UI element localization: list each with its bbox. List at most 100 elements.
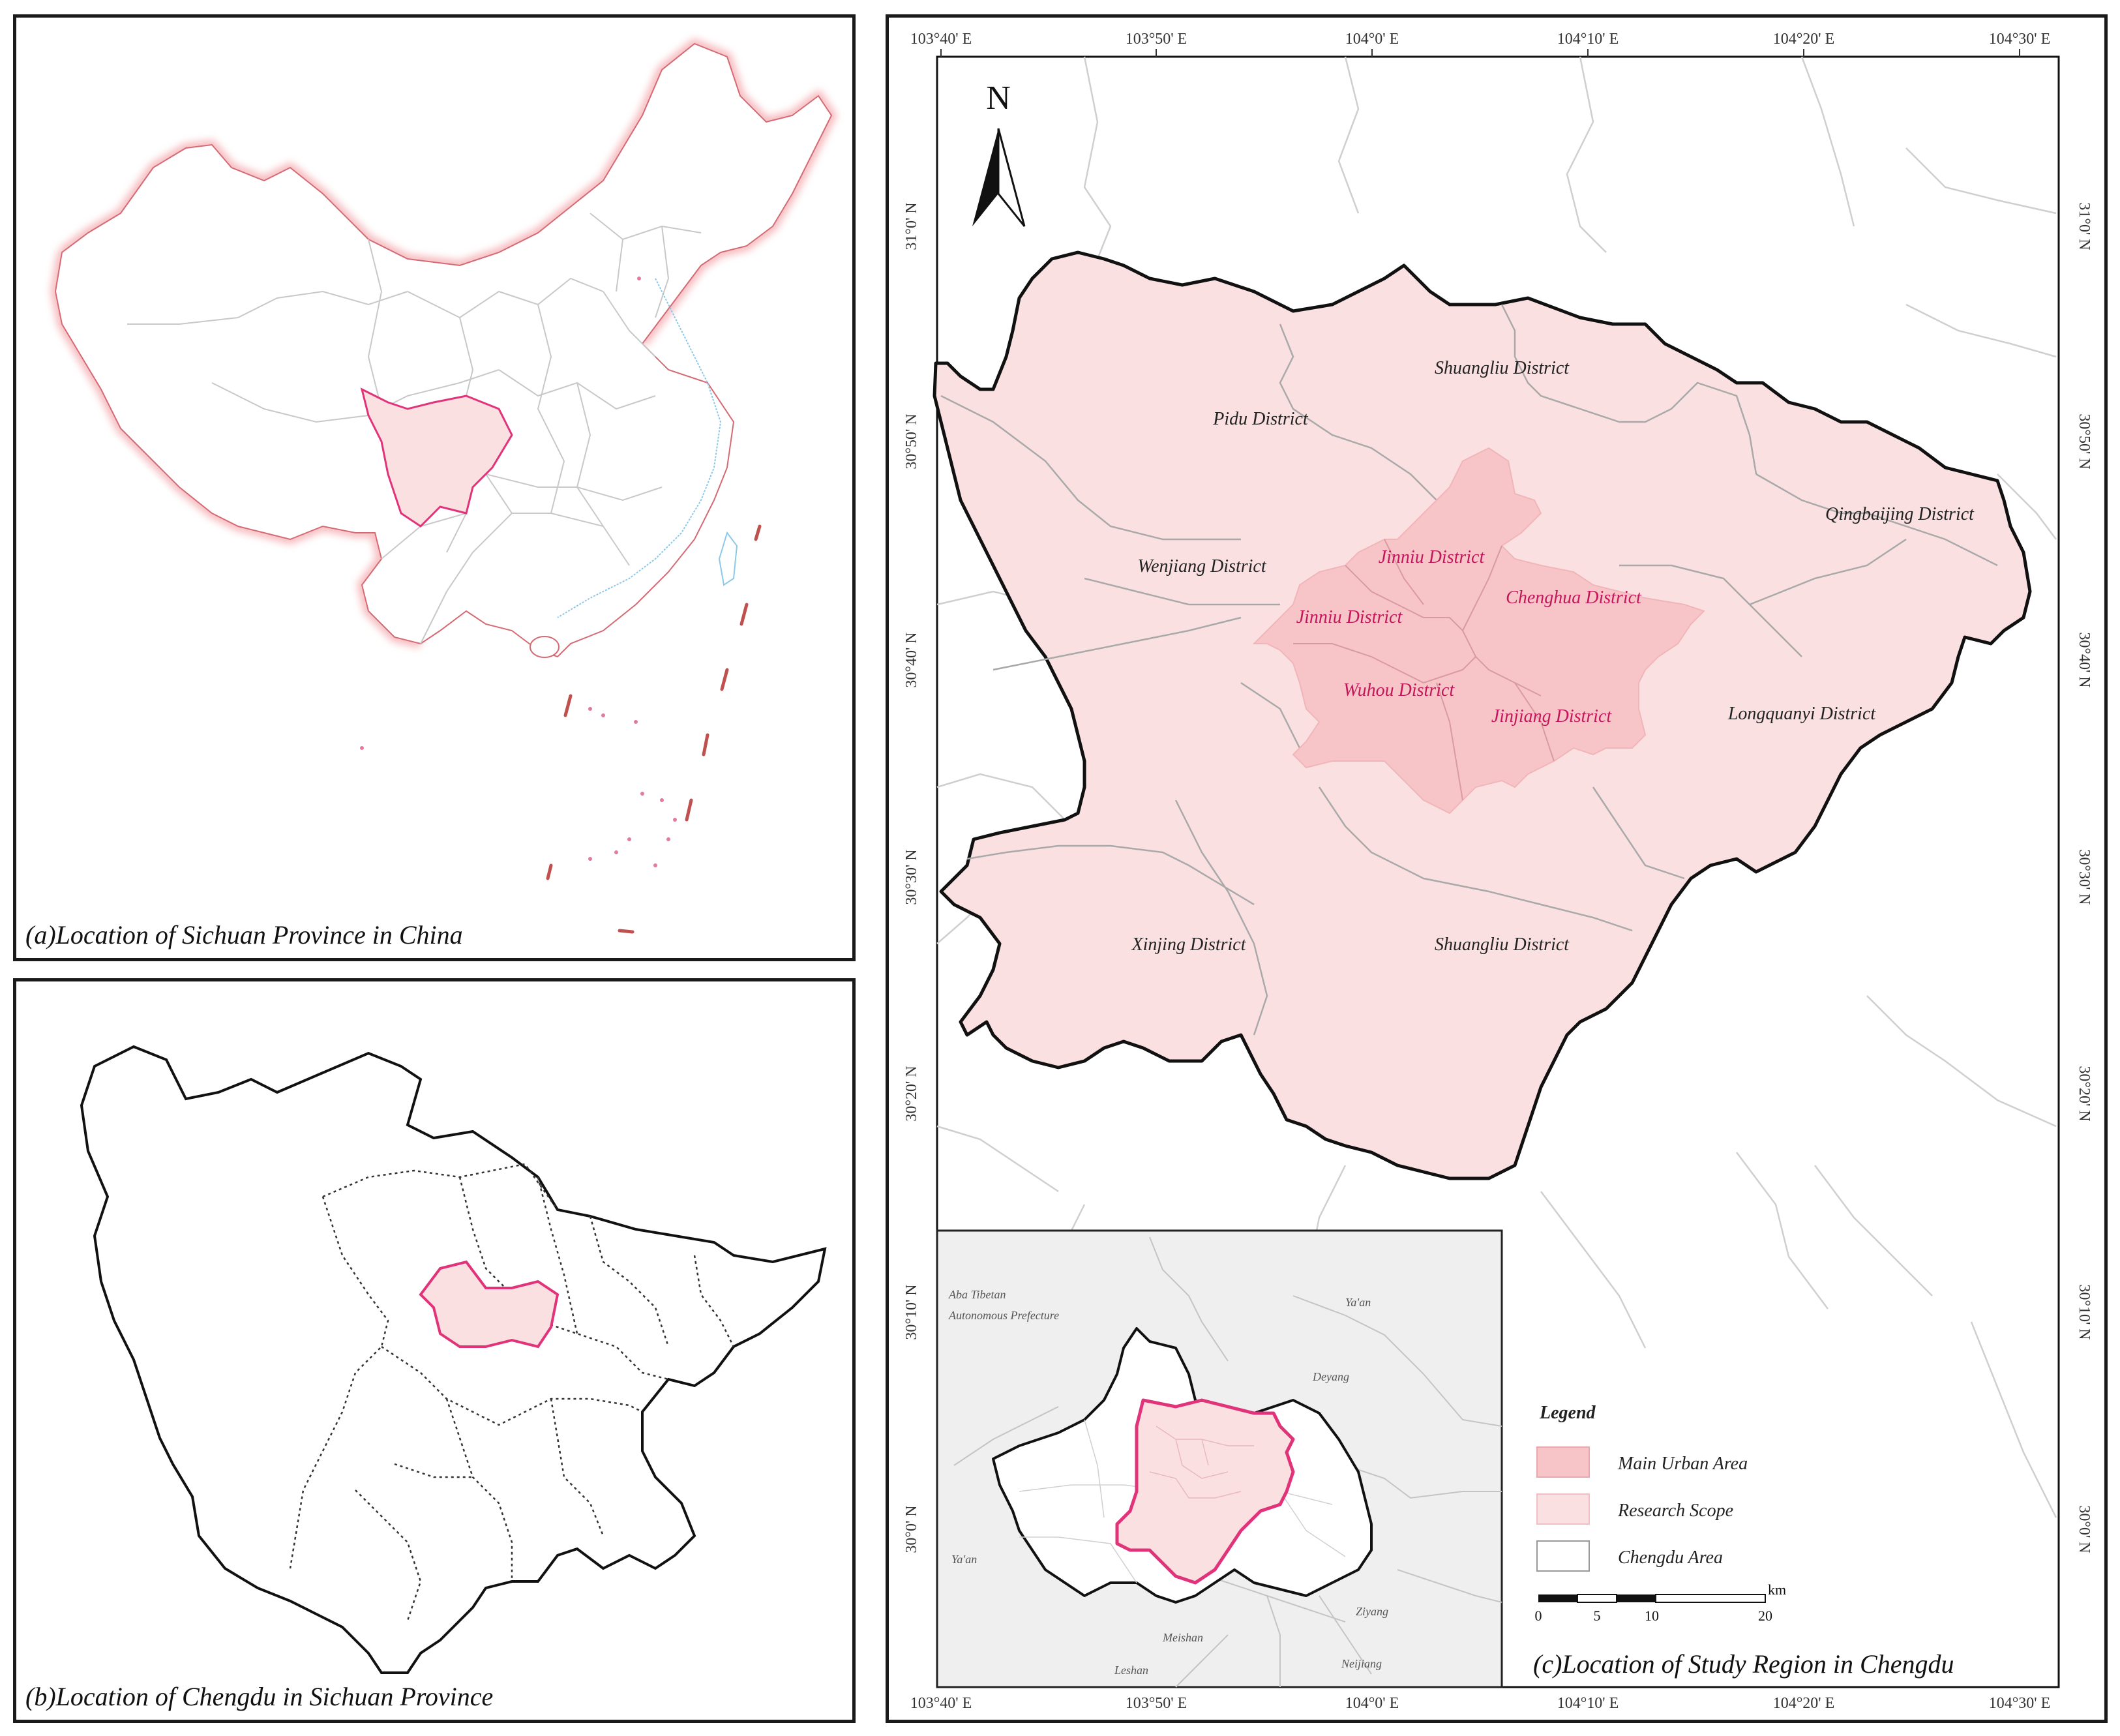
scale-seg-1 [1538, 1594, 1577, 1602]
lon-label: 104°20' E [1773, 1695, 1835, 1712]
legend-swatch-chengdu [1536, 1540, 1590, 1572]
north-arrow-left-icon [972, 128, 998, 226]
north-label: N [986, 80, 1011, 117]
label-pidu: Pidu District [1212, 409, 1309, 429]
lon-label: 104°30' E [1989, 31, 2051, 48]
inset-map: Aba Tibetan Autonomous Prefecture Ya'an … [936, 1229, 1503, 1688]
caption-c: (c)Location of Study Region in Chengdu [1533, 1649, 1954, 1679]
inset-label-aba2: Autonomous Prefecture [948, 1309, 1059, 1322]
inset-label-ziyang: Ziyang [1356, 1605, 1388, 1618]
coastline [557, 278, 722, 618]
label-qingbaijiang: Qingbaijing District [1825, 504, 1975, 524]
lat-label: 30°30' N [903, 849, 920, 905]
legend-label: Research Scope [1617, 1501, 1733, 1521]
legend-swatch-research [1536, 1493, 1590, 1525]
inset-label-aba: Aba Tibetan [948, 1288, 1006, 1301]
lon-labels-bottom: 103°40' E 103°50' E 104°0' E 104°10' E 1… [910, 1695, 2051, 1712]
label-longquanyi: Longquanyi District [1727, 704, 1877, 724]
sichuan-outline [80, 1045, 827, 1674]
label-shuangliu-north: Shuangliu District [1435, 358, 1570, 378]
scale-unit: km [1768, 1581, 1786, 1598]
district-labels: Pidu District Shuangliu District Qingbai… [1131, 358, 1975, 955]
north-arrow-right-icon [997, 128, 1026, 227]
scale-seg-3 [1617, 1594, 1656, 1602]
sichuan-map [80, 1045, 827, 1674]
lon-label: 104°0' E [1345, 31, 1399, 48]
label-jinniu: Jinniu District [1296, 607, 1403, 627]
lat-label: 30°20' N [903, 1066, 920, 1121]
scale-label: 0 [1535, 1608, 1542, 1624]
south-china-sea-islands [360, 277, 677, 867]
scale-seg-4 [1655, 1594, 1766, 1603]
taiwan [718, 531, 738, 586]
lon-label: 103°40' E [910, 31, 972, 48]
china-map [50, 38, 837, 934]
lat-label: 30°50' N [2076, 413, 2093, 469]
inset-label-yaan: Ya'an [1345, 1296, 1371, 1309]
inset-label-neijiang: Neijiang [1341, 1657, 1382, 1670]
nine-dash-line [546, 524, 762, 934]
lat-label: 31°0' N [2076, 202, 2093, 250]
lat-label: 30°20' N [2076, 1066, 2093, 1121]
sichuan-province [360, 387, 513, 528]
chengdu-map: 103°40' E 103°50' E 104°0' E 104°10' E 1… [903, 31, 2093, 1712]
label-shuangliu-south: Shuangliu District [1435, 935, 1570, 955]
lat-label: 30°10' N [2076, 1284, 2093, 1339]
inset-label-meishan: Meishan [1162, 1631, 1203, 1644]
scale-label: 20 [1758, 1608, 1772, 1624]
lat-label: 30°0' N [903, 1505, 920, 1553]
label-jinjiang: Jinjiang District [1491, 706, 1613, 726]
panel-sichuan-map: (b)Location of Chengdu in Sichuan Provin… [13, 978, 856, 1723]
north-arrow: N [972, 80, 1026, 227]
lat-labels-right: 31°0' N 30°50' N 30°40' N 30°30' N 30°20… [2076, 202, 2093, 1553]
lon-label: 103°50' E [1126, 31, 1187, 48]
legend-label: Main Urban Area [1617, 1454, 1748, 1474]
lon-label: 104°10' E [1557, 1695, 1619, 1712]
label-wuhou: Wuhou District [1343, 680, 1456, 700]
lat-label: 30°10' N [903, 1284, 920, 1339]
lon-label: 104°30' E [1989, 1695, 2051, 1712]
urban-district-boundaries [1293, 539, 1555, 801]
label-wenjiang: Wenjiang District [1137, 556, 1267, 576]
district-boundaries [940, 304, 1998, 1036]
inset-label-deyang: Deyang [1312, 1370, 1349, 1383]
caption-a: (a)Location of Sichuan Province in China [25, 920, 463, 950]
lon-label: 104°10' E [1557, 31, 1619, 48]
lat-label: 30°40' N [2076, 632, 2093, 687]
label-chenghua: Chenghua District [1506, 588, 1642, 608]
hainan [530, 636, 560, 658]
lat-label: 30°30' N [2076, 849, 2093, 905]
lat-label: 30°50' N [903, 413, 920, 469]
inset-label-yaan: Ya'an [951, 1553, 977, 1566]
scale-seg-2 [1577, 1594, 1617, 1603]
lon-label: 103°40' E [910, 1695, 972, 1712]
label-jinniu: Jinniu District [1379, 547, 1485, 567]
legend-swatch-main-urban [1536, 1446, 1590, 1478]
inset-label-leshan: Leshan [1114, 1664, 1148, 1677]
label-xinjing: Xinjing District [1131, 935, 1247, 955]
scale-label: 10 [1645, 1608, 1659, 1624]
scale-label: 5 [1594, 1608, 1601, 1624]
lat-label: 30°0' N [2076, 1505, 2093, 1553]
lon-ticks-top [940, 49, 2020, 57]
lat-label: 30°40' N [903, 632, 920, 687]
background-boundaries [936, 56, 2057, 1518]
lon-labels-top: 103°40' E 103°50' E 104°0' E 104°10' E 1… [910, 31, 2051, 48]
lon-label: 103°50' E [1126, 1695, 1187, 1712]
lon-label: 104°20' E [1773, 31, 1835, 48]
scale-bar: km 0 5 10 20 [1535, 1581, 1787, 1624]
lat-labels-left: 31°0' N 30°50' N 30°40' N 30°30' N 30°20… [903, 202, 920, 1553]
prefecture-boundaries [289, 1163, 735, 1621]
china-outline [54, 42, 833, 658]
legend-title: Legend [1539, 1403, 1596, 1423]
main-urban-area [1252, 447, 1705, 815]
legend-label: Chengdu Area [1618, 1548, 1723, 1568]
panel-chengdu-map: 103°40' E 103°50' E 104°0' E 104°10' E 1… [886, 14, 2108, 1723]
lon-label: 104°0' E [1345, 1695, 1399, 1712]
chengdu-in-sichuan [419, 1260, 560, 1349]
inset-urban-lines [1149, 1426, 1254, 1499]
lat-label: 31°0' N [903, 202, 920, 250]
legend: Legend Main Urban Area Research Scope Ch… [1536, 1403, 1748, 1572]
panel-china-map: (a)Location of Sichuan Province in China [13, 14, 856, 961]
caption-b: (b)Location of Chengdu in Sichuan Provin… [25, 1682, 494, 1711]
